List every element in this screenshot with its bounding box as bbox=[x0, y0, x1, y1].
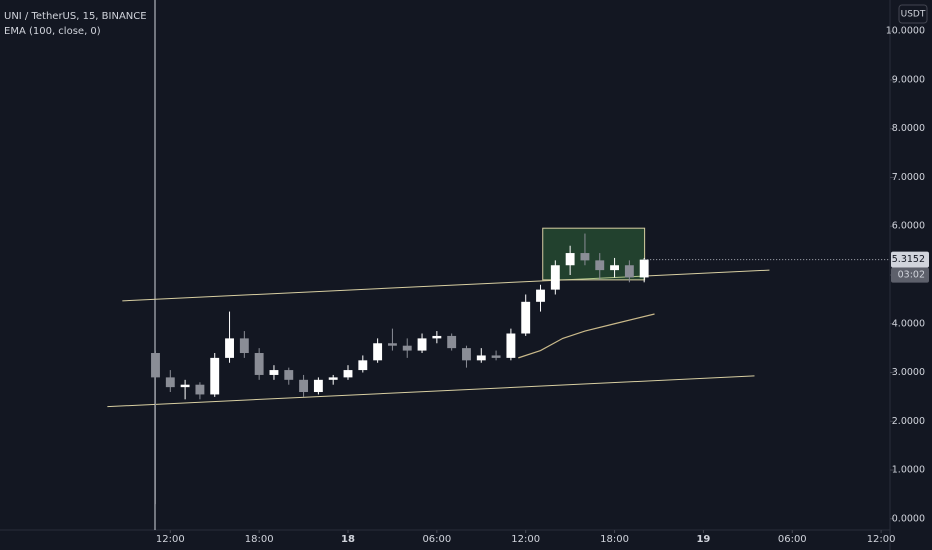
candle-body bbox=[358, 360, 368, 371]
candle-body bbox=[180, 384, 190, 388]
candle-body bbox=[595, 260, 605, 271]
trend-line bbox=[122, 269, 770, 302]
candle-body bbox=[476, 355, 486, 361]
x-tick-label: 06:00 bbox=[778, 534, 807, 545]
x-tick-label: 18:00 bbox=[600, 534, 629, 545]
candle-body bbox=[151, 353, 160, 378]
candle-body bbox=[536, 289, 545, 302]
y-tick-label: 4.0000 bbox=[892, 318, 925, 329]
candle-body bbox=[210, 357, 220, 395]
y-tick-label: 0.0000 bbox=[892, 513, 925, 524]
countdown-box bbox=[891, 267, 929, 283]
y-tick-label: 6.0000 bbox=[892, 221, 925, 232]
candle-body bbox=[610, 265, 620, 271]
candle-body bbox=[432, 335, 442, 339]
candle-body bbox=[491, 355, 501, 358]
candle-body bbox=[417, 338, 427, 351]
candle-body bbox=[373, 343, 383, 361]
candle-body bbox=[624, 265, 634, 278]
candle-body bbox=[313, 379, 323, 393]
y-tick-label: 8.0000 bbox=[892, 123, 925, 134]
x-tick-label: 12:00 bbox=[156, 534, 185, 545]
trend-line bbox=[107, 375, 755, 408]
y-tick-label: 2.0000 bbox=[892, 416, 925, 427]
candle-body bbox=[521, 301, 531, 334]
last-price-label: 5.3152 bbox=[892, 254, 925, 265]
currency-button[interactable] bbox=[898, 4, 928, 24]
candle-body bbox=[284, 370, 294, 380]
candle-body bbox=[639, 259, 649, 278]
y-tick-label: 3.0000 bbox=[892, 367, 925, 378]
y-tick-label: 1.0000 bbox=[892, 465, 925, 476]
x-tick-label: 19 bbox=[696, 534, 710, 545]
candle-body bbox=[402, 345, 412, 351]
candle-body bbox=[387, 343, 397, 346]
candle-body bbox=[550, 265, 560, 290]
currency-label[interactable]: USDT bbox=[901, 10, 926, 20]
candle-body bbox=[269, 370, 279, 375]
candle-body bbox=[447, 335, 457, 349]
candle-body bbox=[195, 384, 205, 395]
y-tick-label: 10.0000 bbox=[886, 26, 925, 37]
y-tick-label: 7.0000 bbox=[892, 172, 925, 183]
x-tick-label: 12:00 bbox=[511, 534, 540, 545]
x-tick-label: 18:00 bbox=[245, 534, 274, 545]
x-tick-label: 06:00 bbox=[422, 534, 451, 545]
y-tick-label: 9.0000 bbox=[892, 74, 925, 85]
x-tick-label: 12:00 bbox=[867, 534, 896, 545]
candle-body bbox=[165, 377, 175, 388]
indicator-label[interactable]: EMA (100, close, 0) bbox=[4, 26, 101, 37]
candle-body bbox=[343, 370, 353, 378]
candle-body bbox=[299, 379, 309, 393]
symbol-title[interactable]: UNI / TetherUS, 15, BINANCE bbox=[4, 11, 147, 22]
candle-body bbox=[328, 377, 338, 380]
x-tick-label: 18 bbox=[341, 534, 355, 545]
candle-body bbox=[462, 348, 471, 361]
candle-body bbox=[254, 353, 264, 375]
ema-line bbox=[518, 313, 655, 359]
candle-body bbox=[239, 338, 249, 354]
candle-body bbox=[225, 338, 234, 358]
last-price-box bbox=[891, 251, 929, 268]
countdown-label: 03:02 bbox=[898, 270, 925, 281]
candle-body bbox=[506, 333, 516, 358]
candle-body bbox=[565, 253, 575, 266]
candle-body bbox=[580, 253, 590, 261]
